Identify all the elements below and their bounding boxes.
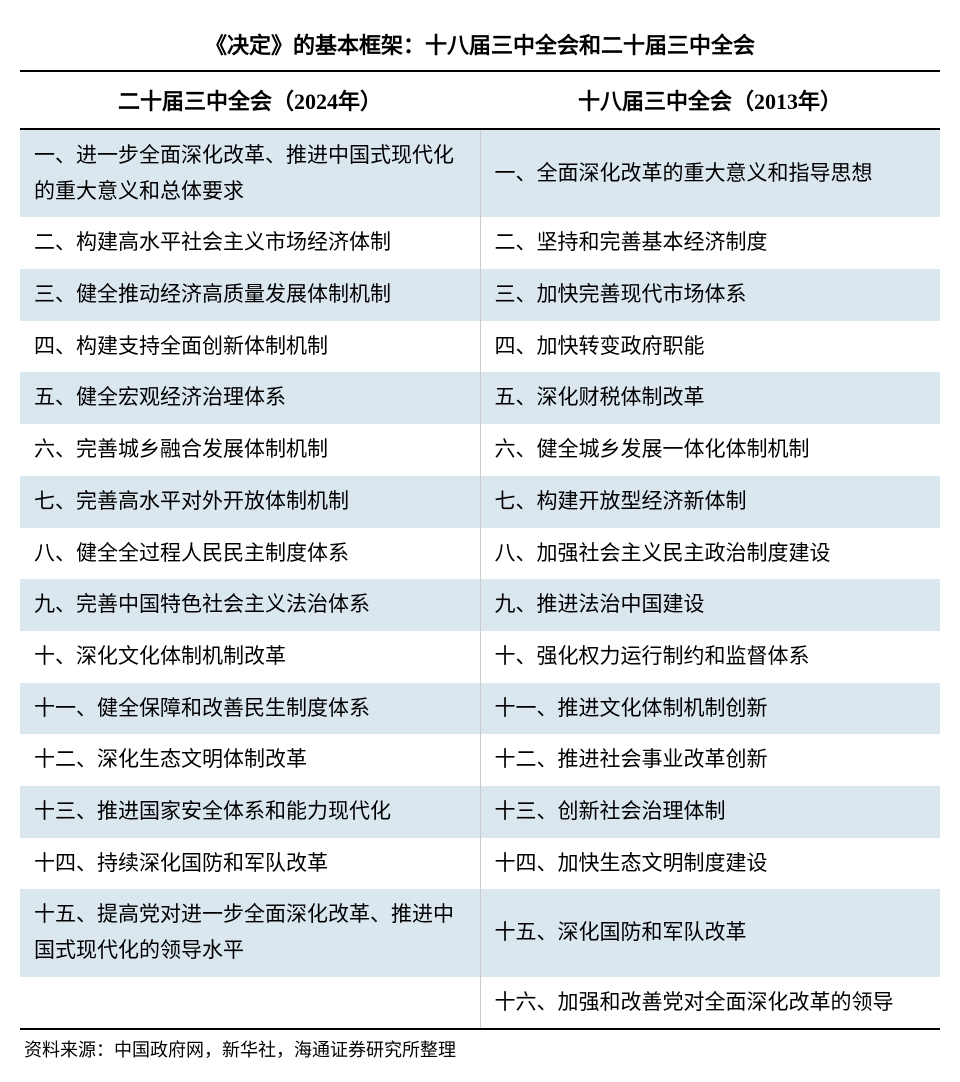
column-header-right: 十八届三中全会（2013年）	[480, 72, 940, 129]
table-row: 四、构建支持全面创新体制机制四、加快转变政府职能	[20, 321, 940, 373]
table-row: 三、健全推动经济高质量发展体制机制三、加快完善现代市场体系	[20, 269, 940, 321]
cell-left: 十四、持续深化国防和军队改革	[20, 838, 480, 890]
cell-right: 七、构建开放型经济新体制	[480, 476, 940, 528]
cell-right: 二、坚持和完善基本经济制度	[480, 217, 940, 269]
cell-right: 五、深化财税体制改革	[480, 372, 940, 424]
cell-left: 十五、提高党对进一步全面深化改革、推进中国式现代化的领导水平	[20, 889, 480, 976]
cell-right: 十四、加快生态文明制度建设	[480, 838, 940, 890]
table-row: 一、进一步全面深化改革、推进中国式现代化的重大意义和总体要求一、全面深化改革的重…	[20, 129, 940, 217]
cell-left: 三、健全推动经济高质量发展体制机制	[20, 269, 480, 321]
table-row: 十四、持续深化国防和军队改革十四、加快生态文明制度建设	[20, 838, 940, 890]
cell-left	[20, 977, 480, 1030]
table-row: 十二、深化生态文明体制改革十二、推进社会事业改革创新	[20, 734, 940, 786]
comparison-table: 二十届三中全会（2024年） 十八届三中全会（2013年） 一、进一步全面深化改…	[20, 72, 940, 1030]
cell-left: 十三、推进国家安全体系和能力现代化	[20, 786, 480, 838]
table-row: 十三、推进国家安全体系和能力现代化十三、创新社会治理体制	[20, 786, 940, 838]
cell-left: 二、构建高水平社会主义市场经济体制	[20, 217, 480, 269]
table-row: 十一、健全保障和改善民生制度体系十一、推进文化体制机制创新	[20, 683, 940, 735]
cell-right: 三、加快完善现代市场体系	[480, 269, 940, 321]
table-row: 九、完善中国特色社会主义法治体系九、推进法治中国建设	[20, 579, 940, 631]
table-row: 十、深化文化体制机制改革十、强化权力运行制约和监督体系	[20, 631, 940, 683]
table-row: 八、健全全过程人民民主制度体系八、加强社会主义民主政治制度建设	[20, 528, 940, 580]
cell-right: 十二、推进社会事业改革创新	[480, 734, 940, 786]
table-row: 十五、提高党对进一步全面深化改革、推进中国式现代化的领导水平十五、深化国防和军队…	[20, 889, 940, 976]
table-row: 二、构建高水平社会主义市场经济体制二、坚持和完善基本经济制度	[20, 217, 940, 269]
table-container: 《决定》的基本框架：十八届三中全会和二十届三中全会 二十届三中全会（2024年）…	[20, 20, 940, 1062]
cell-right: 十六、加强和改善党对全面深化改革的领导	[480, 977, 940, 1030]
cell-right: 四、加快转变政府职能	[480, 321, 940, 373]
cell-left: 五、健全宏观经济治理体系	[20, 372, 480, 424]
cell-left: 十一、健全保障和改善民生制度体系	[20, 683, 480, 735]
cell-left: 八、健全全过程人民民主制度体系	[20, 528, 480, 580]
cell-right: 一、全面深化改革的重大意义和指导思想	[480, 129, 940, 217]
table-row: 六、完善城乡融合发展体制机制六、健全城乡发展一体化体制机制	[20, 424, 940, 476]
cell-left: 九、完善中国特色社会主义法治体系	[20, 579, 480, 631]
table-row: 七、完善高水平对外开放体制机制七、构建开放型经济新体制	[20, 476, 940, 528]
cell-right: 十一、推进文化体制机制创新	[480, 683, 940, 735]
cell-left: 十、深化文化体制机制改革	[20, 631, 480, 683]
cell-left: 四、构建支持全面创新体制机制	[20, 321, 480, 373]
page-title: 《决定》的基本框架：十八届三中全会和二十届三中全会	[20, 20, 940, 72]
cell-left: 七、完善高水平对外开放体制机制	[20, 476, 480, 528]
cell-right: 八、加强社会主义民主政治制度建设	[480, 528, 940, 580]
table-row: 十六、加强和改善党对全面深化改革的领导	[20, 977, 940, 1030]
cell-left: 一、进一步全面深化改革、推进中国式现代化的重大意义和总体要求	[20, 129, 480, 217]
column-header-left: 二十届三中全会（2024年）	[20, 72, 480, 129]
table-body: 一、进一步全面深化改革、推进中国式现代化的重大意义和总体要求一、全面深化改革的重…	[20, 129, 940, 1029]
cell-right: 十、强化权力运行制约和监督体系	[480, 631, 940, 683]
cell-left: 十二、深化生态文明体制改革	[20, 734, 480, 786]
cell-left: 六、完善城乡融合发展体制机制	[20, 424, 480, 476]
table-header-row: 二十届三中全会（2024年） 十八届三中全会（2013年）	[20, 72, 940, 129]
table-row: 五、健全宏观经济治理体系五、深化财税体制改革	[20, 372, 940, 424]
cell-right: 十五、深化国防和军队改革	[480, 889, 940, 976]
source-line: 资料来源：中国政府网，新华社，海通证券研究所整理	[20, 1030, 940, 1062]
cell-right: 九、推进法治中国建设	[480, 579, 940, 631]
cell-right: 六、健全城乡发展一体化体制机制	[480, 424, 940, 476]
cell-right: 十三、创新社会治理体制	[480, 786, 940, 838]
